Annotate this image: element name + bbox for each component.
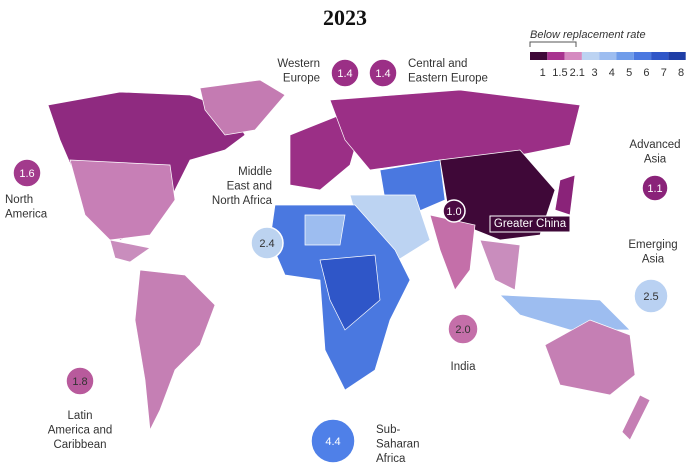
south-america [134, 269, 216, 432]
region-label: America and [48, 425, 113, 437]
central-africa [319, 254, 381, 331]
legend-label: 8 [678, 67, 684, 79]
legend-swatch [668, 52, 686, 60]
legend-label: 2.1 [570, 67, 585, 79]
japan [554, 174, 576, 216]
legend-bracket [529, 41, 577, 47]
legend-swatch [547, 52, 565, 60]
region-label: Central and [408, 58, 467, 70]
region-bubble [447, 313, 479, 345]
region-label: Caribbean [53, 439, 106, 451]
world-map [47, 79, 651, 441]
australia [544, 319, 636, 396]
legend-swatch [581, 52, 600, 60]
region-value: 1.6 [19, 168, 34, 180]
legend-label: 5 [626, 67, 632, 79]
legend: Below replacement rate 1 1.5 2.1 3 4 5 6 7 8 [529, 29, 686, 79]
region-bubble [12, 158, 42, 188]
region-label: Emerging [628, 239, 677, 251]
legend-swatch [599, 52, 617, 60]
central-america [109, 239, 151, 263]
region-label: Advanced [629, 139, 680, 151]
region-label: Africa [376, 453, 406, 465]
greenland [199, 79, 286, 136]
legend-label: 7 [661, 67, 667, 79]
legend-swatch [530, 52, 548, 60]
new-zealand [621, 394, 651, 441]
region-bubble [442, 199, 466, 223]
region-label: Middle [238, 166, 272, 178]
region-bubble [310, 418, 356, 464]
region-bubble [633, 278, 669, 314]
legend-swatch [651, 52, 669, 60]
region-label: Eastern Europe [408, 73, 488, 85]
region-value: 1.4 [337, 68, 352, 80]
southeast-asia [479, 239, 521, 291]
region-value: 1.1 [647, 183, 662, 195]
region-label: North [5, 194, 33, 206]
region-label: Asia [644, 154, 667, 166]
legend-label: 1 [540, 67, 546, 79]
legend-label: 6 [643, 67, 649, 79]
region-value: 2.4 [259, 238, 274, 250]
legend-label: 4 [609, 67, 615, 79]
region-label: Western [277, 58, 320, 70]
region-label: Greater China [494, 218, 567, 230]
region-label: North Africa [212, 195, 273, 207]
region-bubble [65, 366, 95, 396]
region-value: 4.4 [325, 436, 340, 448]
region-label: Latin [68, 410, 93, 422]
region-value: 2.5 [643, 291, 658, 303]
indonesia [499, 294, 631, 331]
regions: 1.6 North America 1.4 Western Europe 1.4 Centra… [5, 58, 681, 465]
legend-label: 3 [591, 67, 597, 79]
region-value: 1.0 [446, 206, 461, 218]
legend-caption: Below replacement rate [530, 29, 646, 41]
region-bubble [250, 226, 284, 260]
region-label: Asia [642, 254, 665, 266]
sahara [304, 214, 346, 246]
usa [69, 159, 176, 241]
region-label: East and [227, 181, 272, 193]
region-label: Europe [283, 73, 320, 85]
region-bubble [368, 58, 398, 88]
region-bubble [330, 58, 360, 88]
india [429, 214, 476, 291]
region-value: 2.0 [455, 324, 470, 336]
region-label: Saharan [376, 439, 419, 451]
region-label: America [5, 209, 48, 221]
region-bubble [641, 174, 669, 202]
region-label: India [451, 361, 477, 373]
region-value: 1.4 [375, 68, 390, 80]
title: 2023 [323, 5, 367, 30]
legend-swatch [633, 52, 652, 60]
legend-swatch [564, 52, 582, 60]
legend-label: 1.5 [552, 67, 567, 79]
legend-swatch [616, 52, 634, 60]
label-box [489, 215, 571, 233]
region-value: 1.8 [72, 376, 87, 388]
region-label: Sub- [376, 424, 400, 436]
